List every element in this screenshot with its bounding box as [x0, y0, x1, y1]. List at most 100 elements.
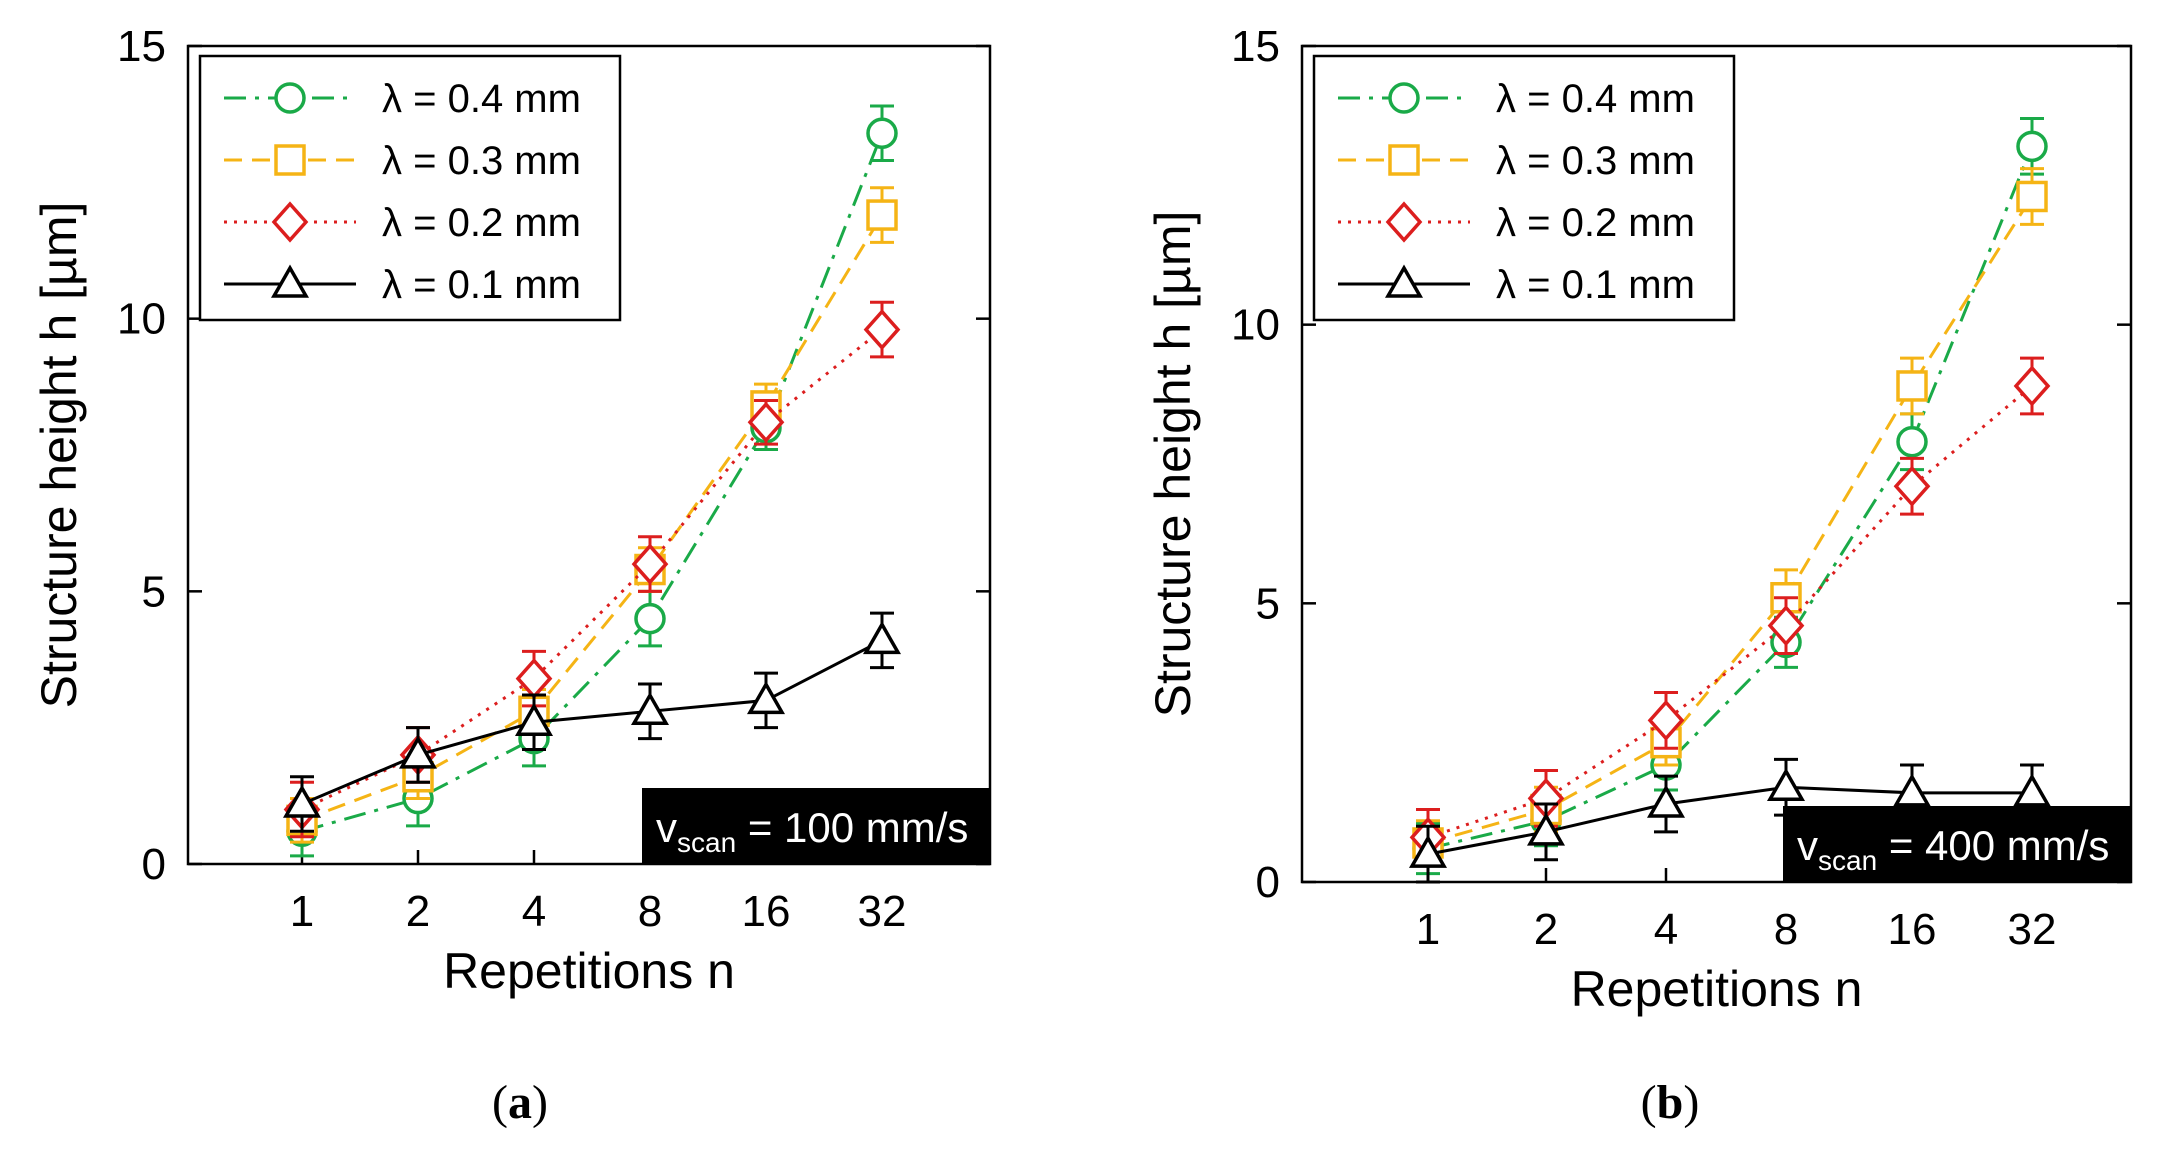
data-point: [746, 680, 786, 715]
data-point: [866, 199, 898, 231]
data-point: [634, 602, 666, 635]
annotation-prefix: v: [1797, 822, 1818, 869]
series-2: [283, 300, 901, 839]
legend-marker: [1388, 144, 1420, 176]
y-tick-label: 10: [117, 295, 166, 344]
data-point: [1647, 699, 1685, 742]
series-line: [1427, 384, 2033, 839]
data-point: [1646, 784, 1686, 818]
panel-label: (b): [1641, 1076, 1700, 1129]
x-tick-label: 32: [858, 887, 907, 936]
legend: λ = 0.4 mm λ = 0.3 mm λ = 0.2 mm λ = 0.1 mm: [198, 54, 622, 322]
legend-label: λ = 0.3 mm: [1496, 139, 1695, 183]
x-axis-label: Repetitions n: [443, 943, 735, 999]
legend-marker: [274, 144, 306, 176]
legend-label: λ = 0.2 mm: [382, 201, 581, 245]
legend-label: λ = 0.2 mm: [1496, 201, 1695, 245]
series-line: [1427, 195, 2034, 845]
series-line: [301, 214, 884, 822]
data-point: [866, 117, 898, 150]
legend-label: λ = 0.3 mm: [382, 139, 581, 183]
data-point: [862, 620, 902, 655]
legend-box: [198, 54, 622, 322]
series-3: [282, 611, 902, 833]
data-point: [514, 702, 554, 736]
legend-label: λ = 0.4 mm: [382, 77, 581, 121]
series-line: [1427, 785, 2032, 856]
chart-panel-a: 0 5 10 15 1 2 4 8 16 32 Repetitions n Structure hei…: [31, 22, 992, 1129]
legend-box: [1312, 54, 1736, 322]
y-tick-label: 0: [142, 840, 166, 889]
x-tick-label: 8: [638, 887, 662, 936]
y-tick-label: 5: [142, 567, 166, 616]
scan-speed-annotation: vscan = 100 mm/s: [642, 788, 990, 864]
data-point: [398, 735, 438, 769]
y-tick-label: 15: [117, 22, 166, 71]
legend-label: λ = 0.1 mm: [1496, 263, 1695, 307]
series-line: [1427, 145, 2034, 851]
legend: λ = 0.4 mm λ = 0.3 mm λ = 0.2 mm λ = 0.1 mm: [1312, 54, 1736, 322]
data-point: [2013, 365, 2051, 407]
annotation-box: [642, 788, 990, 864]
annotation-subscript: scan: [677, 827, 736, 858]
annotation-box: [1783, 806, 2131, 882]
legend-marker: [1388, 82, 1420, 114]
plot-frame: [1300, 44, 2133, 884]
data-point: [630, 691, 670, 726]
annotation-suffix: = 400 mm/s: [1877, 822, 2109, 869]
scan-speed-annotation: vscan = 400 mm/s: [1783, 806, 2131, 882]
legend-label: λ = 0.1 mm: [382, 263, 581, 307]
data-point: [2016, 130, 2048, 163]
data-point: [2016, 180, 2048, 213]
legend-label: λ = 0.4 mm: [1496, 77, 1695, 121]
x-tick-label: 32: [2008, 905, 2057, 954]
panel-label: (a): [492, 1076, 548, 1129]
legend-marker: [270, 264, 310, 298]
data-point: [282, 784, 322, 818]
series-line: [301, 328, 883, 811]
data-point: [1766, 767, 1806, 802]
y-tick-label: 15: [1231, 22, 1280, 71]
legend-marker: [274, 82, 306, 114]
series-3: [1408, 757, 2052, 884]
series-line: [301, 639, 883, 806]
x-tick-label: 4: [1654, 905, 1678, 954]
annotation-text: vscan = 100 mm/s: [656, 804, 968, 858]
y-axis-label: Structure height h [µm]: [31, 202, 87, 709]
x-tick-label: 2: [1534, 905, 1558, 954]
annotation-subscript: scan: [1818, 845, 1877, 876]
legend-marker: [1385, 201, 1423, 243]
y-tick-label: 0: [1256, 858, 1280, 907]
legend-marker: [271, 201, 309, 243]
data-point: [1767, 604, 1805, 647]
chart-panel-b: 0 5 10 15 1 2 4 8 16 32 Repetitions n Structure hei…: [1145, 22, 2133, 1129]
y-tick-label: 10: [1231, 301, 1280, 350]
data-point: [1408, 834, 1448, 868]
annotation-text: vscan = 400 mm/s: [1797, 822, 2109, 876]
data-point: [631, 543, 669, 585]
legend-marker: [1384, 264, 1424, 298]
data-point: [1892, 773, 1932, 807]
x-axis-label: Repetitions n: [1571, 961, 1863, 1017]
x-tick-label: 8: [1774, 905, 1798, 954]
data-point: [515, 657, 553, 700]
data-point: [1896, 370, 1928, 402]
x-tick-label: 1: [290, 887, 314, 936]
series-2: [1409, 356, 2051, 867]
plot-frame: [186, 44, 992, 866]
y-tick-label: 5: [1256, 579, 1280, 628]
x-tick-label: 4: [522, 887, 546, 936]
data-point: [1893, 465, 1931, 507]
annotation-prefix: v: [656, 804, 677, 851]
data-point: [747, 401, 785, 443]
data-point: [1896, 425, 1928, 458]
y-axis-label: Structure height h [µm]: [1145, 211, 1201, 718]
series-line: [301, 132, 884, 833]
data-point: [863, 308, 901, 351]
x-tick-label: 16: [742, 887, 791, 936]
annotation-suffix: = 100 mm/s: [736, 804, 968, 851]
x-tick-label: 1: [1416, 905, 1440, 954]
data-point: [2012, 773, 2052, 807]
x-tick-label: 2: [406, 887, 430, 936]
